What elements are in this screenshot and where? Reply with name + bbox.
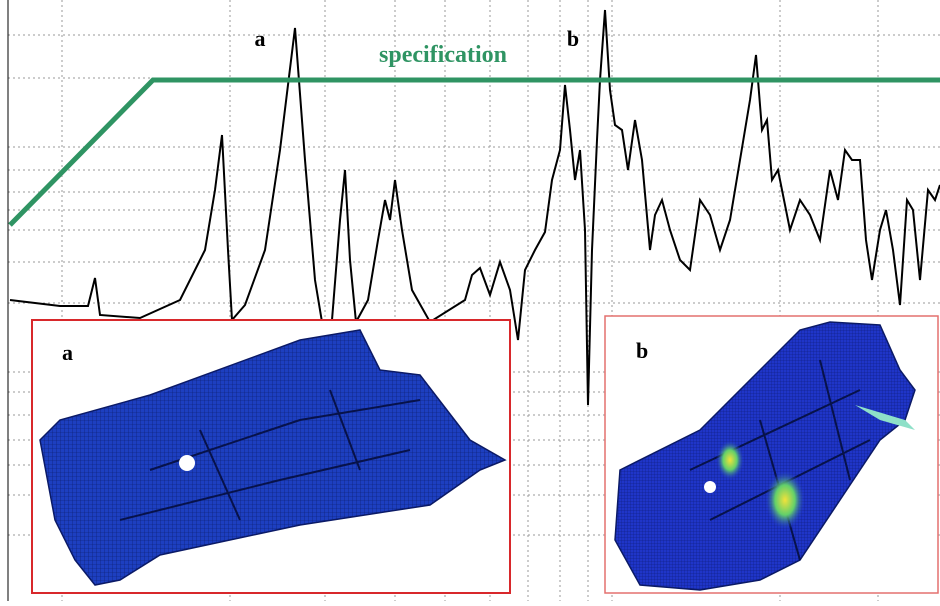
specification-label: specification (379, 42, 507, 68)
inset-label: a (62, 340, 73, 365)
figure: a b specification a b (0, 0, 940, 601)
inset-label: b (636, 338, 648, 363)
inset-b: b (605, 316, 938, 593)
inset-a: a (32, 320, 510, 593)
specification-line (10, 80, 940, 225)
peak-label: a (255, 26, 266, 51)
peak-label: b (567, 26, 579, 51)
